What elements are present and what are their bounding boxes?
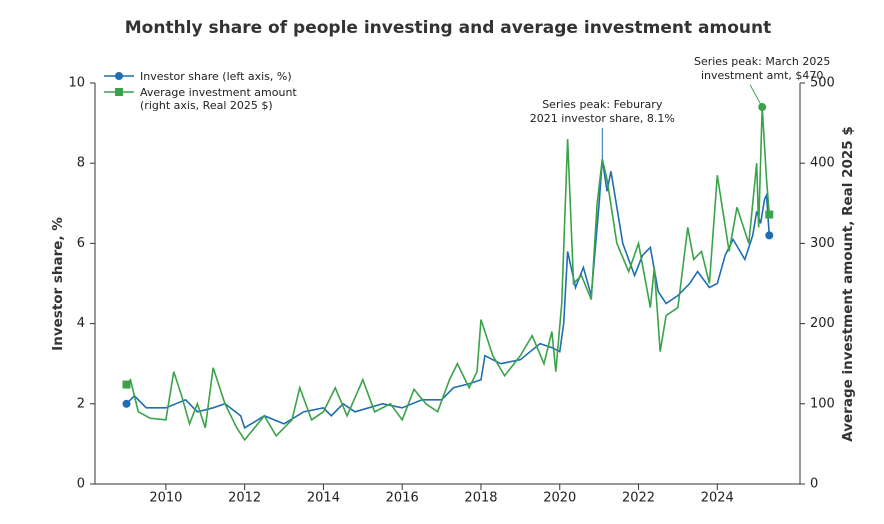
legend: Investor share (left axis, %) Average inv…: [104, 70, 310, 115]
y2-tick-label: 0: [810, 477, 818, 492]
y2-axis-label: Average investment amount, Real 2025 $: [840, 126, 856, 442]
end-marker: [765, 210, 774, 219]
x-tick-label: 2022: [622, 491, 655, 506]
y2-tick-label: 200: [810, 316, 835, 331]
y2-tick-label: 400: [810, 156, 835, 171]
annotation: Series peak: Feburary 2021 investor shar…: [529, 98, 675, 125]
peak-marker: [758, 103, 767, 112]
x-tick-label: 2010: [149, 491, 182, 506]
y-tick-label: 4: [77, 316, 85, 331]
x-tick-label: 2016: [386, 491, 419, 506]
x-tick-label: 2014: [307, 491, 340, 506]
y-tick-label: 2: [77, 396, 85, 411]
y2-tick-label: 300: [810, 236, 835, 251]
legend-marker: [115, 72, 123, 80]
legend-label: Average investment amount (right axis, R…: [140, 86, 297, 112]
series-line: [125, 159, 771, 430]
y-tick-label: 6: [77, 236, 85, 251]
end-marker: [765, 231, 774, 240]
annotation: Series peak: March 2025 investment amt, …: [693, 55, 831, 82]
legend-label: Investor share (left axis, %): [140, 70, 292, 83]
x-tick-label: 2020: [543, 491, 576, 506]
y2-tick-label: 100: [810, 396, 835, 411]
x-tick-label: 2018: [464, 491, 497, 506]
legend-entry: Average investment amount (right axis, R…: [104, 86, 310, 112]
legend-entry: Investor share (left axis, %): [104, 70, 310, 83]
chart-title: Monthly share of people investing and av…: [125, 18, 772, 38]
y-tick-label: 10: [68, 76, 85, 91]
y-axis-label: Investor share, %: [50, 217, 66, 351]
y-tick-label: 8: [77, 156, 85, 171]
legend-icon: [104, 88, 134, 96]
x-tick-label: 2024: [701, 491, 734, 506]
y-tick-label: 0: [77, 477, 85, 492]
end-marker: [122, 399, 131, 408]
end-marker: [122, 380, 131, 389]
annotation-leader: [749, 84, 763, 108]
series-line: [125, 107, 771, 442]
legend-icon: [104, 72, 134, 80]
x-tick-label: 2012: [228, 491, 261, 506]
y2-tick-label: 500: [810, 76, 835, 91]
legend-marker: [115, 88, 123, 96]
